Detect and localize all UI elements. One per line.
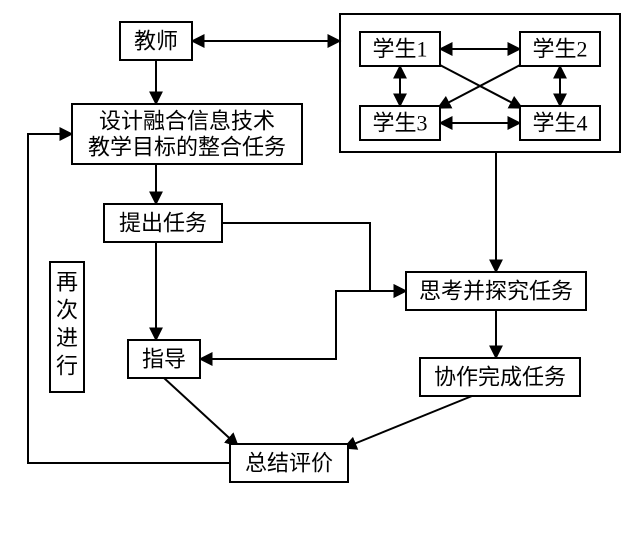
label-stu3: 学生3 bbox=[372, 111, 427, 136]
label-summary: 总结评价 bbox=[245, 451, 333, 476]
node-guide: 指导 bbox=[128, 340, 200, 378]
label-design-l1: 教学目标的整合任务 bbox=[88, 135, 286, 160]
label-teacher: 教师 bbox=[134, 29, 178, 54]
label-design-l0: 设计融合信息技术 bbox=[99, 109, 275, 134]
edge-guide-summary bbox=[164, 378, 238, 446]
node-stu1: 学生1 bbox=[360, 32, 440, 66]
label-stu1: 学生1 bbox=[372, 37, 427, 62]
label-again-c2: 进 bbox=[56, 326, 78, 351]
label-guide: 指导 bbox=[142, 347, 186, 372]
node-teacher: 教师 bbox=[120, 22, 192, 60]
label-again-c1: 次 bbox=[56, 298, 78, 323]
node-stu3: 学生3 bbox=[360, 106, 440, 140]
node-propose: 提出任务 bbox=[104, 204, 222, 242]
node-stu2: 学生2 bbox=[520, 32, 600, 66]
label-again-c3: 行 bbox=[56, 354, 78, 379]
edge-guide-think bbox=[200, 291, 406, 359]
node-again: 再次进行 bbox=[50, 262, 84, 392]
node-collab: 协作完成任务 bbox=[420, 358, 580, 396]
node-design: 设计融合信息技术教学目标的整合任务 bbox=[72, 104, 302, 164]
label-stu4: 学生4 bbox=[532, 111, 587, 136]
label-collab: 协作完成任务 bbox=[434, 365, 566, 390]
label-again-c0: 再 bbox=[56, 270, 78, 295]
edge-propose-think bbox=[222, 223, 406, 291]
node-stu4: 学生4 bbox=[520, 106, 600, 140]
label-propose: 提出任务 bbox=[119, 211, 207, 236]
label-stu2: 学生2 bbox=[532, 37, 587, 62]
label-think: 思考并探究任务 bbox=[419, 279, 573, 304]
node-summary: 总结评价 bbox=[230, 444, 348, 482]
edge-collab-summary bbox=[344, 396, 472, 448]
node-think: 思考并探究任务 bbox=[406, 272, 586, 310]
